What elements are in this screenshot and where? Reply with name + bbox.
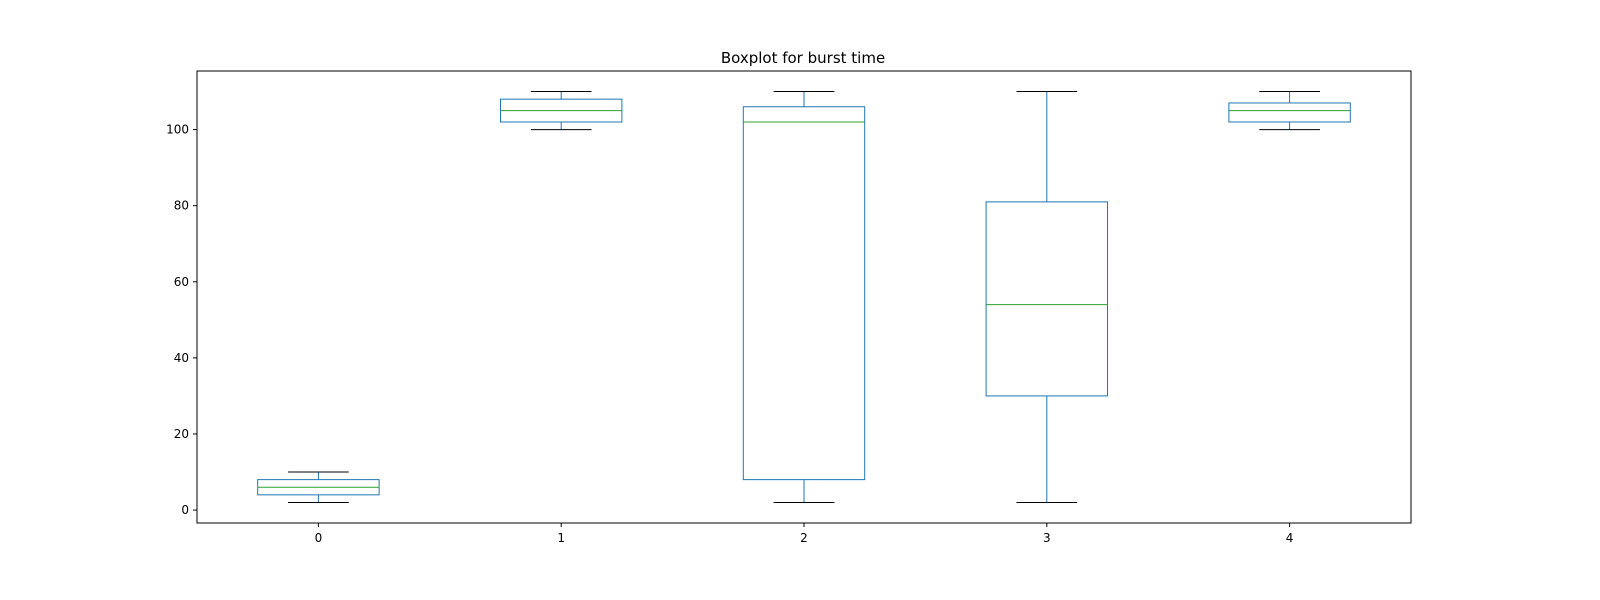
- x-tick-label: 2: [800, 531, 808, 545]
- y-tick-label: 80: [174, 199, 189, 213]
- plot-area: [257, 91, 1351, 503]
- x-tick-label: 4: [1286, 531, 1294, 545]
- axes-frame: [196, 70, 1412, 524]
- x-axis: 0 1 2 3 4: [315, 523, 1294, 545]
- chart-title: Boxplot for burst time: [721, 49, 885, 67]
- box-body: [742, 106, 866, 481]
- x-tick-label: 3: [1043, 531, 1051, 545]
- box-group-0: [257, 471, 380, 503]
- y-tick-label: 0: [181, 503, 189, 517]
- box-body: [985, 201, 1108, 397]
- y-tick-label: 20: [174, 427, 189, 441]
- box-group-1: [500, 91, 623, 131]
- y-tick-label: 100: [166, 123, 189, 137]
- x-tick-label: 0: [315, 531, 323, 545]
- y-tick-label: 60: [174, 275, 189, 289]
- box-group-3: [985, 91, 1108, 503]
- box-body: [1228, 102, 1351, 123]
- y-tick-label: 40: [174, 351, 189, 365]
- y-axis: 0 20 40 60 80 100: [166, 123, 197, 517]
- box-group-2: [742, 91, 866, 503]
- x-tick-label: 1: [557, 531, 565, 545]
- box-group-4: [1228, 91, 1351, 131]
